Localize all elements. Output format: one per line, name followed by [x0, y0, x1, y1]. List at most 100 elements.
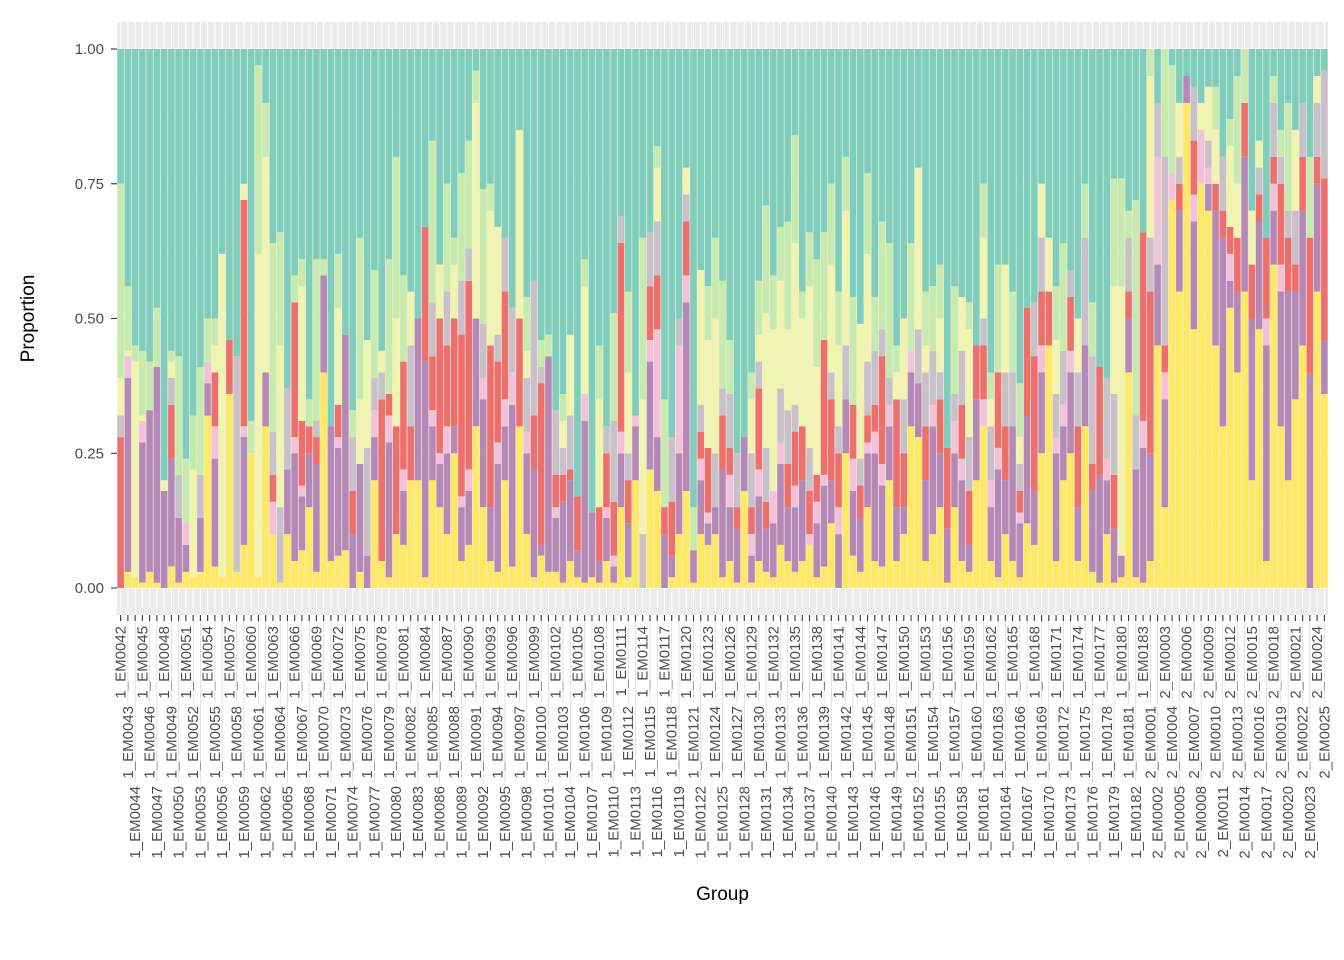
- bar-segment-red: [668, 501, 676, 556]
- bar-segment-red: [719, 415, 726, 470]
- bar-stack: [799, 49, 806, 588]
- x-tick-label: 1_EM0157: [947, 706, 964, 779]
- bar-segment-red: [697, 431, 705, 459]
- bar-segment-yellow: [784, 561, 792, 588]
- bar-stack: [139, 49, 146, 588]
- bar-segment-purple: [653, 437, 661, 491]
- x-tick-label: 2_EM0019: [1273, 706, 1290, 779]
- x-tick-label: 1_EM0153: [918, 626, 935, 699]
- bar-stack: [748, 49, 755, 588]
- bar-segment-grey: [269, 431, 277, 475]
- x-tick-label: 1_EM0120: [678, 626, 695, 699]
- bar-stack: [284, 49, 291, 588]
- bar-segment-pink: [371, 410, 378, 438]
- bar-segment-pink: [806, 534, 813, 545]
- x-tick-label: 1_EM0118: [664, 706, 681, 777]
- bar-stack: [566, 49, 574, 588]
- bar-segment-light-yellow: [240, 183, 248, 200]
- bar-segment-pink: [878, 464, 886, 486]
- bar-segment-red: [900, 453, 908, 508]
- bar-stack: [769, 49, 777, 588]
- bar-segment-teal: [900, 49, 908, 319]
- bar-stack: [291, 49, 298, 588]
- bar-segment-red: [291, 302, 298, 438]
- bar-segment-teal: [886, 49, 893, 244]
- bar-segment-yellow: [682, 490, 690, 588]
- bar-stack: [400, 49, 407, 588]
- bar-segment-teal: [791, 49, 799, 136]
- bar-segment-teal: [994, 49, 1002, 265]
- bar-segment-teal: [915, 49, 922, 168]
- bar-segment-yellow: [1205, 210, 1212, 588]
- bar-stack: [632, 49, 639, 588]
- bar-segment-light-green: [1009, 291, 1016, 373]
- bar-segment-teal: [842, 49, 850, 157]
- x-tick-label: 1_EM0127: [729, 706, 746, 779]
- bar-segment-light-green: [385, 259, 393, 394]
- bar-segment-teal: [1067, 49, 1074, 270]
- x-tick-label: 1_EM0054: [200, 626, 217, 699]
- bar-segment-light-green: [247, 420, 255, 454]
- bar-segment-yellow: [617, 507, 625, 588]
- bar-segment-light-green: [1132, 199, 1140, 416]
- bar-stack: [226, 49, 233, 588]
- x-tick-label: 1_EM0138: [809, 626, 826, 699]
- bar-segment-red: [168, 404, 175, 459]
- bar-stack: [117, 49, 124, 588]
- bar-segment-grey: [501, 237, 509, 292]
- bar-segment-purple: [748, 555, 755, 583]
- x-tick-label: 1_EM0124: [707, 706, 724, 779]
- bar-segment-teal: [697, 49, 705, 270]
- bar-segment-red: [487, 345, 494, 508]
- x-tick-label: 1_EM0137: [802, 786, 819, 859]
- bar-segment-teal: [624, 49, 632, 292]
- x-tick-label: 1_EM0166: [1012, 706, 1029, 779]
- bar-segment-yellow: [1212, 345, 1219, 588]
- bar-segment-yellow: [878, 566, 886, 588]
- bar-stack: [1074, 49, 1082, 588]
- bar-segment-pink: [139, 420, 146, 443]
- x-tick-label: 1_EM0097: [511, 706, 528, 779]
- bar-segment-pink: [907, 350, 915, 373]
- bar-segment-grey: [653, 221, 661, 276]
- bar-stack: [313, 49, 320, 588]
- x-tick-label: 1_EM0045: [134, 626, 151, 699]
- bar-segment-purple: [327, 426, 335, 562]
- bar-segment-purple: [436, 464, 443, 508]
- x-tick-label: 1_EM0182: [1128, 786, 1145, 859]
- bar-segment-purple: [733, 528, 741, 583]
- bar-segment-light-yellow: [1074, 318, 1082, 373]
- bar-segment-pink: [508, 372, 516, 405]
- bar-segment-teal: [458, 49, 465, 173]
- bar-segment-light-yellow: [813, 367, 821, 475]
- bar-segment-yellow: [1284, 480, 1292, 588]
- bar-segment-yellow: [1321, 393, 1328, 588]
- bar-segment-teal: [334, 49, 342, 254]
- bar-segment-teal: [755, 49, 763, 281]
- bar-segment-red: [1161, 345, 1169, 373]
- bar-stack: [1161, 49, 1169, 588]
- bar-stack: [458, 49, 465, 588]
- bar-segment-yellow: [146, 571, 153, 588]
- bar-segment-purple: [581, 420, 588, 583]
- x-tick-label: 1_EM0149: [889, 786, 906, 859]
- bar-segment-teal: [240, 49, 248, 184]
- bar-segment-light-yellow: [1197, 102, 1205, 130]
- bar-segment-teal: [400, 49, 407, 276]
- x-tick-label: 1_EM0111: [613, 626, 630, 696]
- x-tick-label: 1_EM0115: [642, 706, 659, 777]
- bar-segment-purple: [545, 356, 552, 572]
- bars: [117, 49, 1328, 589]
- x-tick-label: 1_EM0081: [395, 626, 412, 699]
- bar-segment-teal: [1292, 49, 1299, 130]
- x-tick-label: 1_EM0043: [120, 706, 137, 779]
- x-tick-label: 1_EM0150: [896, 626, 913, 699]
- bar-segment-teal: [305, 49, 313, 400]
- bar-segment-light-yellow: [407, 291, 414, 346]
- x-tick-label: 1_EM0044: [127, 786, 144, 859]
- bar-stack: [1067, 49, 1074, 588]
- bar-segment-grey: [668, 437, 676, 502]
- bar-segment-light-green: [624, 291, 632, 373]
- bar-segment-yellow: [581, 582, 588, 588]
- bar-segment-yellow: [1183, 102, 1190, 589]
